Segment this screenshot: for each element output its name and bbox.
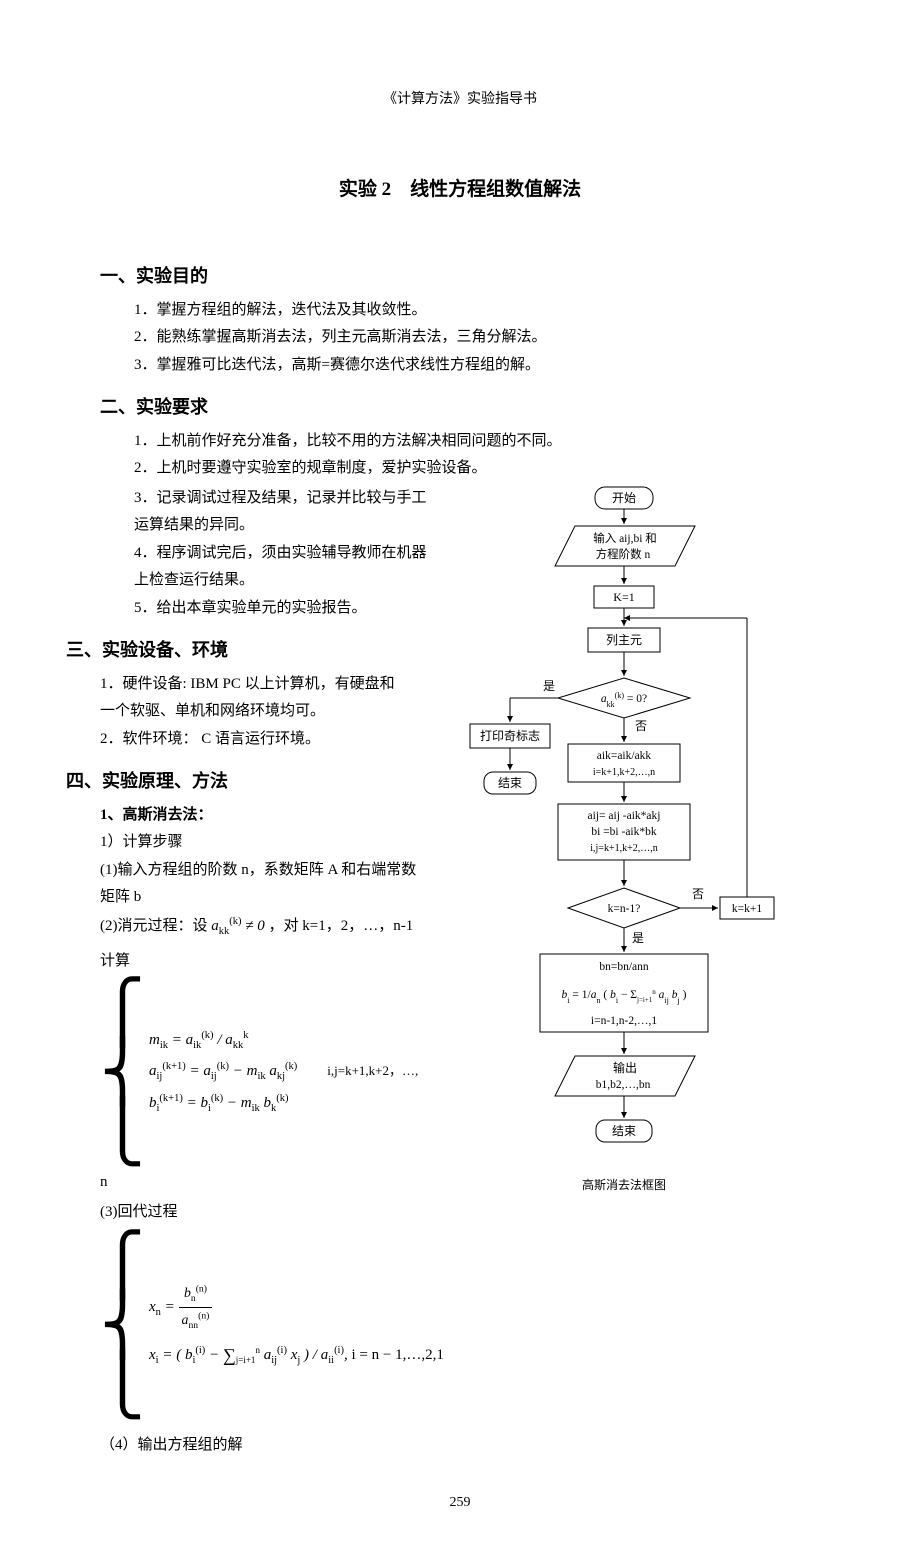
fc-back3: i=n-1,n-2,…,1: [591, 1015, 657, 1027]
equation-group-1: ⎧⎨⎩ mik = aik(k) / akkk aij(k+1) = aij(k…: [100, 982, 450, 1162]
fc-norm2: i=k+1,k+2,…,n: [593, 767, 655, 778]
fc-pivot: 列主元: [606, 633, 642, 647]
eq-line: xn = bn(n)ann(n): [149, 1281, 444, 1334]
sec1-item: 1．掌握方程组的解法，迭代法及其收敛性。: [134, 298, 820, 324]
eq-cond: i,j=k+1,k+2，…,: [327, 1063, 418, 1078]
sec2-cont: 3．记录调试过程及结果，记录并比较与手工 运算结果的异同。 4．程序调试完后，须…: [134, 486, 450, 622]
step-label: 1）计算步骤: [100, 830, 450, 856]
brace-content: mik = aik(k) / akkk aij(k+1) = aij(k) − …: [145, 982, 418, 1162]
math-akk: akk(k) ≠ 0: [211, 918, 268, 934]
sec4-sub1: 1、高斯消去法：: [100, 803, 450, 829]
sec2-item: 上检查运行结果。: [134, 568, 450, 594]
fc-out1: 输出: [613, 1060, 637, 1075]
step2-post: ，对 k=1，2，…，n-1: [268, 918, 413, 934]
compute-label: 计算: [100, 949, 450, 975]
equation-group-2: ⎧⎨⎩ xn = bn(n)ann(n) xi = ( bi(i) − ∑j=i…: [100, 1235, 450, 1415]
page: 《计算方法》实验指导书 实验 2 线性方程组数值解法 一、实验目的 1．掌握方程…: [0, 0, 920, 1555]
sec3-body: 1．硬件设备: IBM PC 以上计算机，有硬盘和 一个软驱、单机和网络环境均可…: [100, 672, 450, 753]
left-brace-icon: ⎧⎨⎩: [100, 1235, 145, 1415]
eq-line: bi(k+1) = bi(k) − mik bk(k): [149, 1090, 418, 1118]
sec2-heading: 二、实验要求: [100, 392, 820, 423]
sec4-heading: 四、实验原理、方法: [66, 766, 450, 797]
right-column: 开始 输入 aij,bi 和 方程阶数 n K=1 列主元 akk(k): [450, 484, 820, 1304]
sec1-item: 3．掌握雅可比迭代法，高斯=赛德尔迭代求线性方程组的解。: [134, 353, 820, 379]
fc-dec2-no: 否: [692, 887, 704, 901]
fc-back1: bn=bn/ann: [599, 961, 649, 973]
fc-end2: 结束: [612, 1124, 636, 1138]
fc-dec2: k=n-1?: [608, 903, 641, 915]
fc-elim2: bi =bi -aik*bk: [591, 826, 657, 838]
sec2-item: 3．记录调试过程及结果，记录并比较与手工: [134, 486, 450, 512]
step2-pre: (2)消元过程：设: [100, 918, 208, 934]
fc-kpp: k=k+1: [732, 903, 762, 915]
fc-caption: 高斯消去法框图: [582, 1177, 666, 1192]
fc-elim3: i,j=k+1,k+2,…,n: [590, 843, 657, 854]
sec2-item: 2．上机时要遵守实验室的规章制度，爱护实验设备。: [134, 456, 820, 482]
eq-line: xi = ( bi(i) − ∑j=i+1n aij(i) xj ) / aii…: [149, 1338, 444, 1370]
sec3-item: 2．软件环境： C 语言运行环境。: [100, 727, 450, 753]
fc-dec2-yes: 是: [632, 931, 644, 945]
sec1-heading: 一、实验目的: [100, 261, 820, 292]
sec2-item: 4．程序调试完后，须由实验辅导教师在机器: [134, 541, 450, 567]
eq-line: aij(k+1) = aij(k) − mik akj(k) i,j=k+1,k…: [149, 1058, 418, 1086]
fc-no1: 否: [635, 719, 647, 733]
header-small: 《计算方法》实验指导书: [100, 88, 820, 112]
fc-elim1: aij= aij -aik*akj: [588, 810, 661, 822]
sec3-item: 一个软驱、单机和网络环境均可。: [100, 699, 450, 725]
sec2-item: 1．上机前作好充分准备，比较不用的方法解决相同问题的不同。: [134, 429, 820, 455]
fc-input2: 方程阶数 n: [596, 547, 651, 561]
fc-odd: 打印奇标志: [480, 729, 540, 743]
eq-line: mik = aik(k) / akkk: [149, 1027, 418, 1055]
fc-start: 开始: [612, 491, 636, 505]
flowchart-svg: 开始 输入 aij,bi 和 方程阶数 n K=1 列主元 akk(k): [460, 484, 780, 1294]
fc-out2: b1,b2,…,bn: [596, 1079, 651, 1091]
sec2-item: 运算结果的异同。: [134, 513, 450, 539]
fc-k1: K=1: [613, 590, 634, 604]
fc-input1: 输入 aij,bi 和: [593, 531, 657, 545]
left-column: 3．记录调试过程及结果，记录并比较与手工 运算结果的异同。 4．程序调试完后，须…: [100, 484, 450, 1461]
sec1-item: 2．能熟练掌握高斯消去法，列主元高斯消去法，三角分解法。: [134, 325, 820, 351]
sec2-item: 5．给出本章实验单元的实验报告。: [134, 596, 450, 622]
fc-yes1: 是: [543, 679, 555, 693]
brace-content: xn = bn(n)ann(n) xi = ( bi(i) − ∑j=i+1n …: [145, 1235, 444, 1415]
fc-end1: 结束: [498, 776, 522, 790]
two-column-region: 3．记录调试过程及结果，记录并比较与手工 运算结果的异同。 4．程序调试完后，须…: [100, 484, 820, 1461]
step1-1a: (1)输入方程组的阶数 n，系数矩阵 A 和右端常数: [100, 858, 450, 884]
sec1-body: 1．掌握方程组的解法，迭代法及其收敛性。 2．能熟练掌握高斯消去法，列主元高斯消…: [134, 298, 820, 379]
sec3-item: 1．硬件设备: IBM PC 以上计算机，有硬盘和: [100, 672, 450, 698]
step1-1b: 矩阵 b: [100, 885, 450, 911]
step2-line: (2)消元过程：设 akk(k) ≠ 0 ，对 k=1，2，…，n-1: [100, 913, 450, 941]
doc-title: 实验 2 线性方程组数值解法: [100, 174, 820, 206]
n-line: n: [100, 1170, 450, 1196]
page-number: 259: [100, 1491, 820, 1515]
fc-norm1: aik=aik/akk: [597, 750, 652, 762]
left-brace-icon: ⎧⎨⎩: [100, 982, 145, 1162]
step4: （4）输出方程组的解: [100, 1433, 450, 1459]
sec2-body: 1．上机前作好充分准备，比较不用的方法解决相同问题的不同。 2．上机时要遵守实验…: [134, 429, 820, 482]
sec3-heading: 三、实验设备、环境: [66, 635, 450, 666]
step3: (3)回代过程: [100, 1200, 450, 1226]
